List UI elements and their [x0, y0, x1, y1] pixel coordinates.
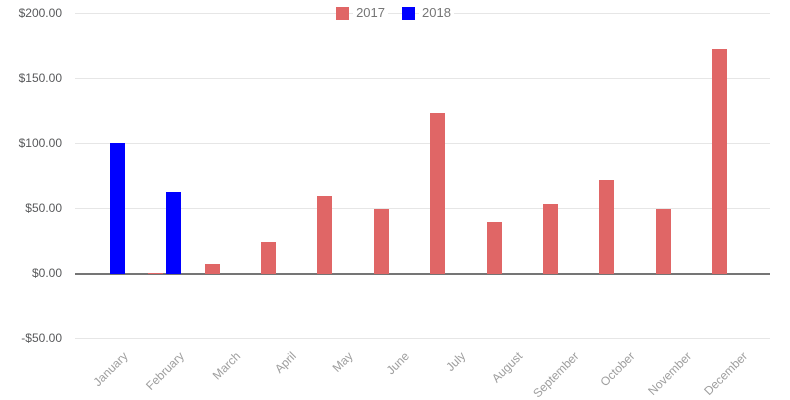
bar-2017-september: [542, 203, 558, 274]
legend-swatch-2017: [336, 6, 350, 20]
x-axis-label-august: August: [488, 349, 525, 386]
chart-legend: 2017 2018: [0, 6, 790, 20]
x-axis-label-february: February: [142, 349, 187, 393]
y-axis-label-50: $50.00: [25, 201, 62, 215]
legend-swatch-2018: [402, 6, 415, 20]
x-axis-label-may: May: [329, 349, 356, 375]
bar-2018-january: [109, 142, 125, 274]
x-axis-baseline: [75, 272, 770, 275]
x-axis-label-december: December: [701, 349, 751, 399]
legend-item-2018: 2018: [402, 6, 454, 20]
y-axis-label-150: $150.00: [18, 71, 62, 85]
x-axis-label-september: September: [529, 349, 582, 400]
legend-label-2017: 2017: [353, 6, 388, 20]
legend-label-2018: 2018: [419, 6, 454, 20]
legend-item-2017: 2017: [336, 6, 388, 20]
bar-2017-june: [373, 209, 389, 274]
y-axis-label--50: -$50.00: [21, 331, 62, 345]
x-axis-label-november: November: [645, 349, 695, 399]
bar-2017-may: [317, 196, 333, 274]
bar-2017-july: [430, 112, 446, 274]
x-axis-label-june: June: [383, 349, 413, 378]
bar-2017-march: [204, 263, 220, 274]
y-axis-label-100: $100.00: [18, 136, 62, 150]
x-axis-label-march: March: [209, 349, 243, 383]
x-axis-label-july: July: [443, 349, 469, 374]
bar-2017-november: [655, 209, 671, 274]
gridline-100: [75, 143, 770, 144]
bar-2018-february: [166, 192, 182, 274]
bar-2017-october: [599, 180, 615, 274]
bar-2017-august: [486, 222, 502, 274]
x-axis-label-october: October: [597, 349, 638, 390]
gridline--50: [75, 338, 770, 339]
y-axis-label-200: $200.00: [18, 6, 62, 20]
x-axis-label-january: January: [90, 349, 131, 390]
x-axis-label-april: April: [272, 349, 300, 376]
y-axis-label-0: $0.00: [31, 266, 62, 280]
bar-2017-april: [260, 241, 276, 274]
gridline-150: [75, 78, 770, 79]
gridline-50: [75, 208, 770, 209]
bar-2017-february: [148, 272, 164, 274]
bar-2017-december: [712, 49, 728, 274]
